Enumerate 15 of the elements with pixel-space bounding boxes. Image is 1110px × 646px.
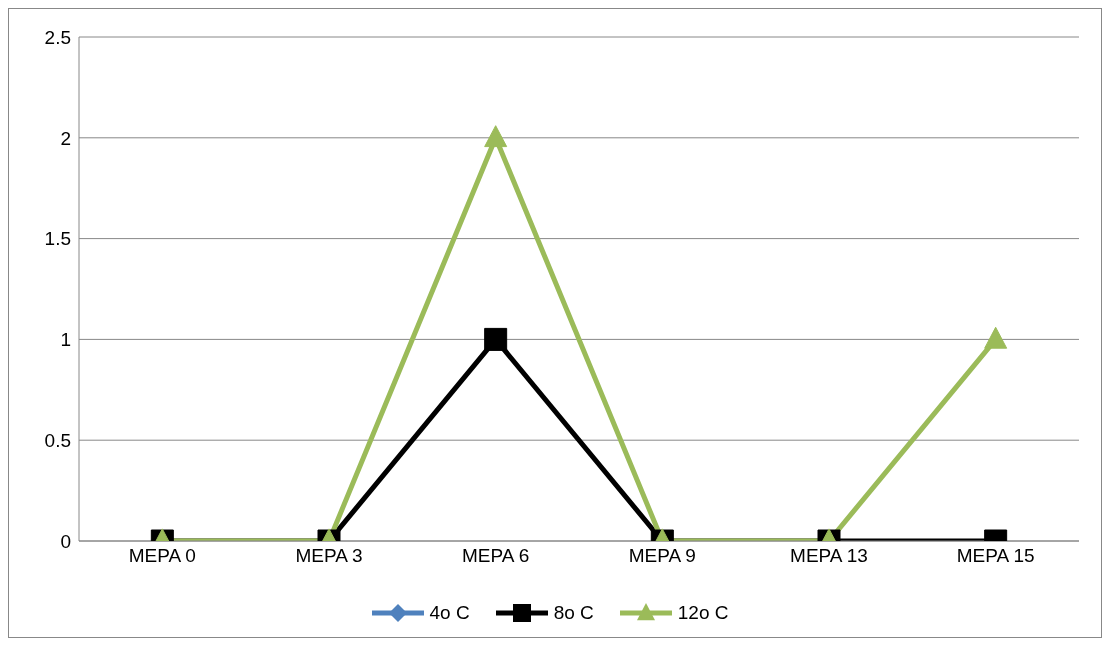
x-tick-label: MEPA 9: [628, 545, 696, 567]
legend-label: 12o C: [677, 602, 729, 624]
x-tick-label: MEPA 13: [790, 545, 868, 567]
y-tick-label: 2: [60, 127, 71, 149]
x-tick-label: MEPA 6: [462, 545, 530, 567]
y-tick-label: 1.5: [44, 228, 71, 250]
x-tick-label: MEPA 15: [956, 545, 1035, 567]
y-tick-label: 0: [60, 530, 71, 552]
legend-label: 8o C: [553, 602, 594, 624]
x-tick-label: MEPA 3: [295, 545, 363, 567]
y-tick-label: 1: [60, 329, 71, 351]
y-tick-label: 0.5: [44, 429, 71, 451]
y-tick-label: 2.5: [44, 26, 71, 48]
x-tick-label: MEPA 0: [128, 545, 196, 567]
legend-label: 4o C: [429, 602, 470, 624]
